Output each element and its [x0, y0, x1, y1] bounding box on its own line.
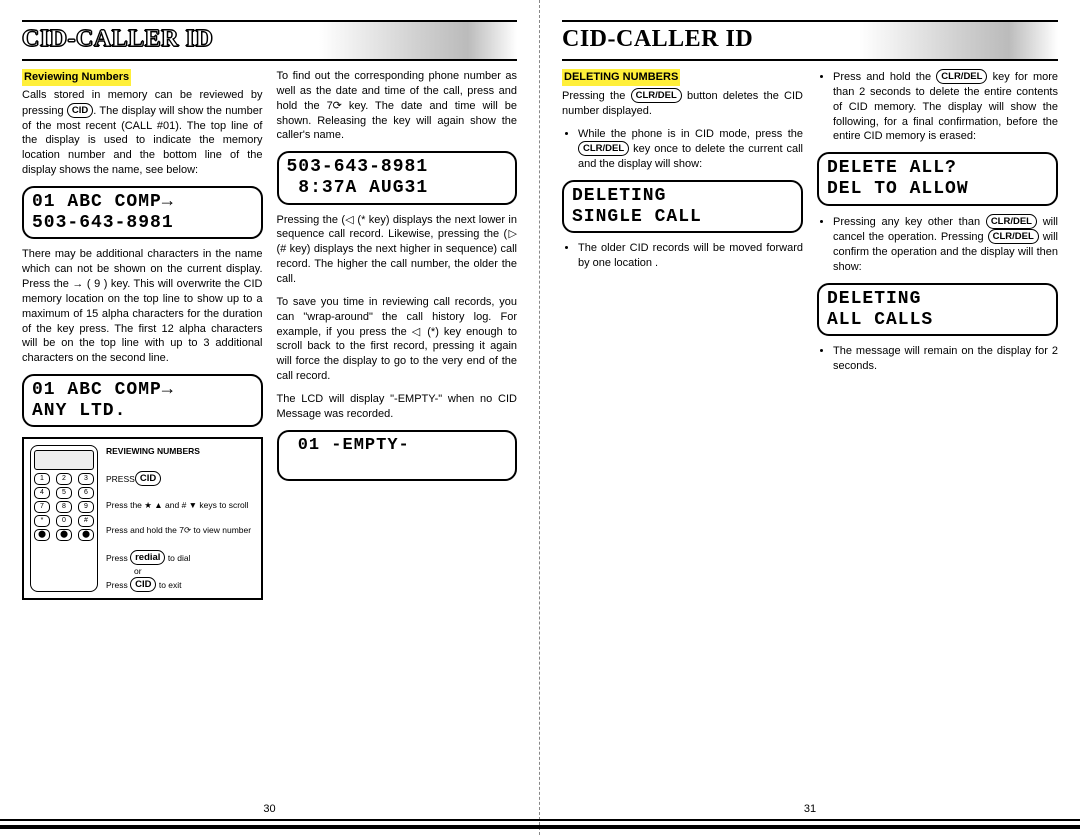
left-col1: Reviewing Numbers Calls stored in memory…: [22, 69, 263, 600]
page-number-30: 30: [0, 803, 539, 815]
bullets-r2c: The message will remain on the display f…: [817, 344, 1058, 374]
t: to exit: [156, 580, 181, 590]
bullet: The older CID records will be moved forw…: [578, 241, 803, 271]
t: Press: [106, 553, 130, 563]
bullet: The message will remain on the display f…: [833, 344, 1058, 374]
para-l1: Calls stored in memory can be reviewed b…: [22, 88, 263, 178]
section-reviewing: Reviewing Numbers: [22, 69, 131, 86]
keycap: CID: [135, 471, 161, 486]
t: Press: [106, 580, 130, 590]
keycap-clrdel: CLR/DEL: [986, 214, 1037, 229]
phone-notes-title: REVIEWING NUMBERS: [106, 446, 200, 456]
lcd-display-7: DELETING ALL CALLS: [817, 283, 1058, 336]
bullet: While the phone is in CID mode, press th…: [578, 127, 803, 173]
para-l2-4: The LCD will display "-EMPTY-" when no C…: [277, 392, 518, 422]
footer-rule-thin: [0, 819, 1080, 821]
keycap: CID: [130, 577, 156, 592]
bullet: Press and hold the CLR/DEL key for more …: [833, 69, 1058, 144]
keycap: redial: [130, 550, 165, 565]
phone-diagram: 123 456 789 *0# ⬤⬤⬤ REVIEWING NUMBERS PR…: [22, 437, 263, 600]
keycap-clrdel: CLR/DEL: [936, 69, 987, 84]
t: or: [134, 566, 142, 576]
page-number-31: 31: [540, 803, 1080, 815]
t: While the phone is in CID mode, press th…: [578, 128, 803, 140]
t: Press the ★ ▲ and # ▼ keys to scroll: [106, 500, 249, 510]
phone-notes: REVIEWING NUMBERS PRESSCID Press the ★ ▲…: [106, 445, 255, 592]
t: PRESS: [106, 474, 135, 484]
right-col2: Press and hold the CLR/DEL key for more …: [817, 69, 1058, 382]
para-l2-3: To save you time in reviewing call recor…: [277, 295, 518, 384]
footer-rule-thick: [0, 825, 1080, 829]
page-30: CID-CALLER ID Reviewing Numbers Calls st…: [0, 0, 540, 835]
page-spread: CID-CALLER ID Reviewing Numbers Calls st…: [0, 0, 1080, 835]
keycap-clrdel: CLR/DEL: [988, 229, 1039, 244]
para-r1: Pressing the CLR/DEL button deletes the …: [562, 88, 803, 119]
bullet: Pressing any key other than CLR/DEL will…: [833, 214, 1058, 275]
keycap-cid: CID: [67, 103, 93, 118]
keycap-clrdel: CLR/DEL: [631, 88, 682, 103]
para-l2-1: To find out the corresponding phone numb…: [277, 69, 518, 143]
t: to dial: [165, 553, 190, 563]
lcd-display-2: 01 ABC COMP→ ANY LTD.: [22, 374, 263, 427]
left-col2: To find out the corresponding phone numb…: [277, 69, 518, 600]
lcd-display-6: DELETE ALL? DEL TO ALLOW: [817, 152, 1058, 205]
bullets-r2a: Press and hold the CLR/DEL key for more …: [817, 69, 1058, 144]
page-header-right: CID-CALLER ID: [562, 20, 1058, 61]
lcd-display-1: 01 ABC COMP→ 503-643-8981: [22, 186, 263, 239]
section-deleting: DELETING NUMBERS: [562, 69, 680, 86]
bullets-r1b: The older CID records will be moved forw…: [562, 241, 803, 271]
t: Press and hold the: [833, 71, 936, 83]
lcd-display-5: DELETING SINGLE CALL: [562, 180, 803, 233]
right-col1: DELETING NUMBERS Pressing the CLR/DEL bu…: [562, 69, 803, 382]
columns-right: DELETING NUMBERS Pressing the CLR/DEL bu…: [562, 69, 1058, 382]
bullets-r1: While the phone is in CID mode, press th…: [562, 127, 803, 173]
columns-left: Reviewing Numbers Calls stored in memory…: [22, 69, 517, 600]
phone-graphic: 123 456 789 *0# ⬤⬤⬤: [30, 445, 98, 592]
page-31: CID-CALLER ID DELETING NUMBERS Pressing …: [540, 0, 1080, 835]
phone-screen: [34, 450, 94, 470]
page-header-left: CID-CALLER ID: [22, 20, 517, 61]
para-l2: There may be additional characters in th…: [22, 247, 263, 366]
lcd-display-4: 01 -EMPTY-: [277, 430, 518, 481]
t: Pressing the: [562, 90, 631, 102]
lcd-display-3: 503-643-8981 8:37A AUG31: [277, 151, 518, 204]
t: Press and hold the 7⟳ to view number: [106, 525, 251, 535]
para-l2-2: Pressing the (◁ (* key) displays the nex…: [277, 213, 518, 287]
bullets-r2b: Pressing any key other than CLR/DEL will…: [817, 214, 1058, 275]
t: Pressing any key other than: [833, 216, 986, 228]
keycap-clrdel: CLR/DEL: [578, 141, 629, 156]
